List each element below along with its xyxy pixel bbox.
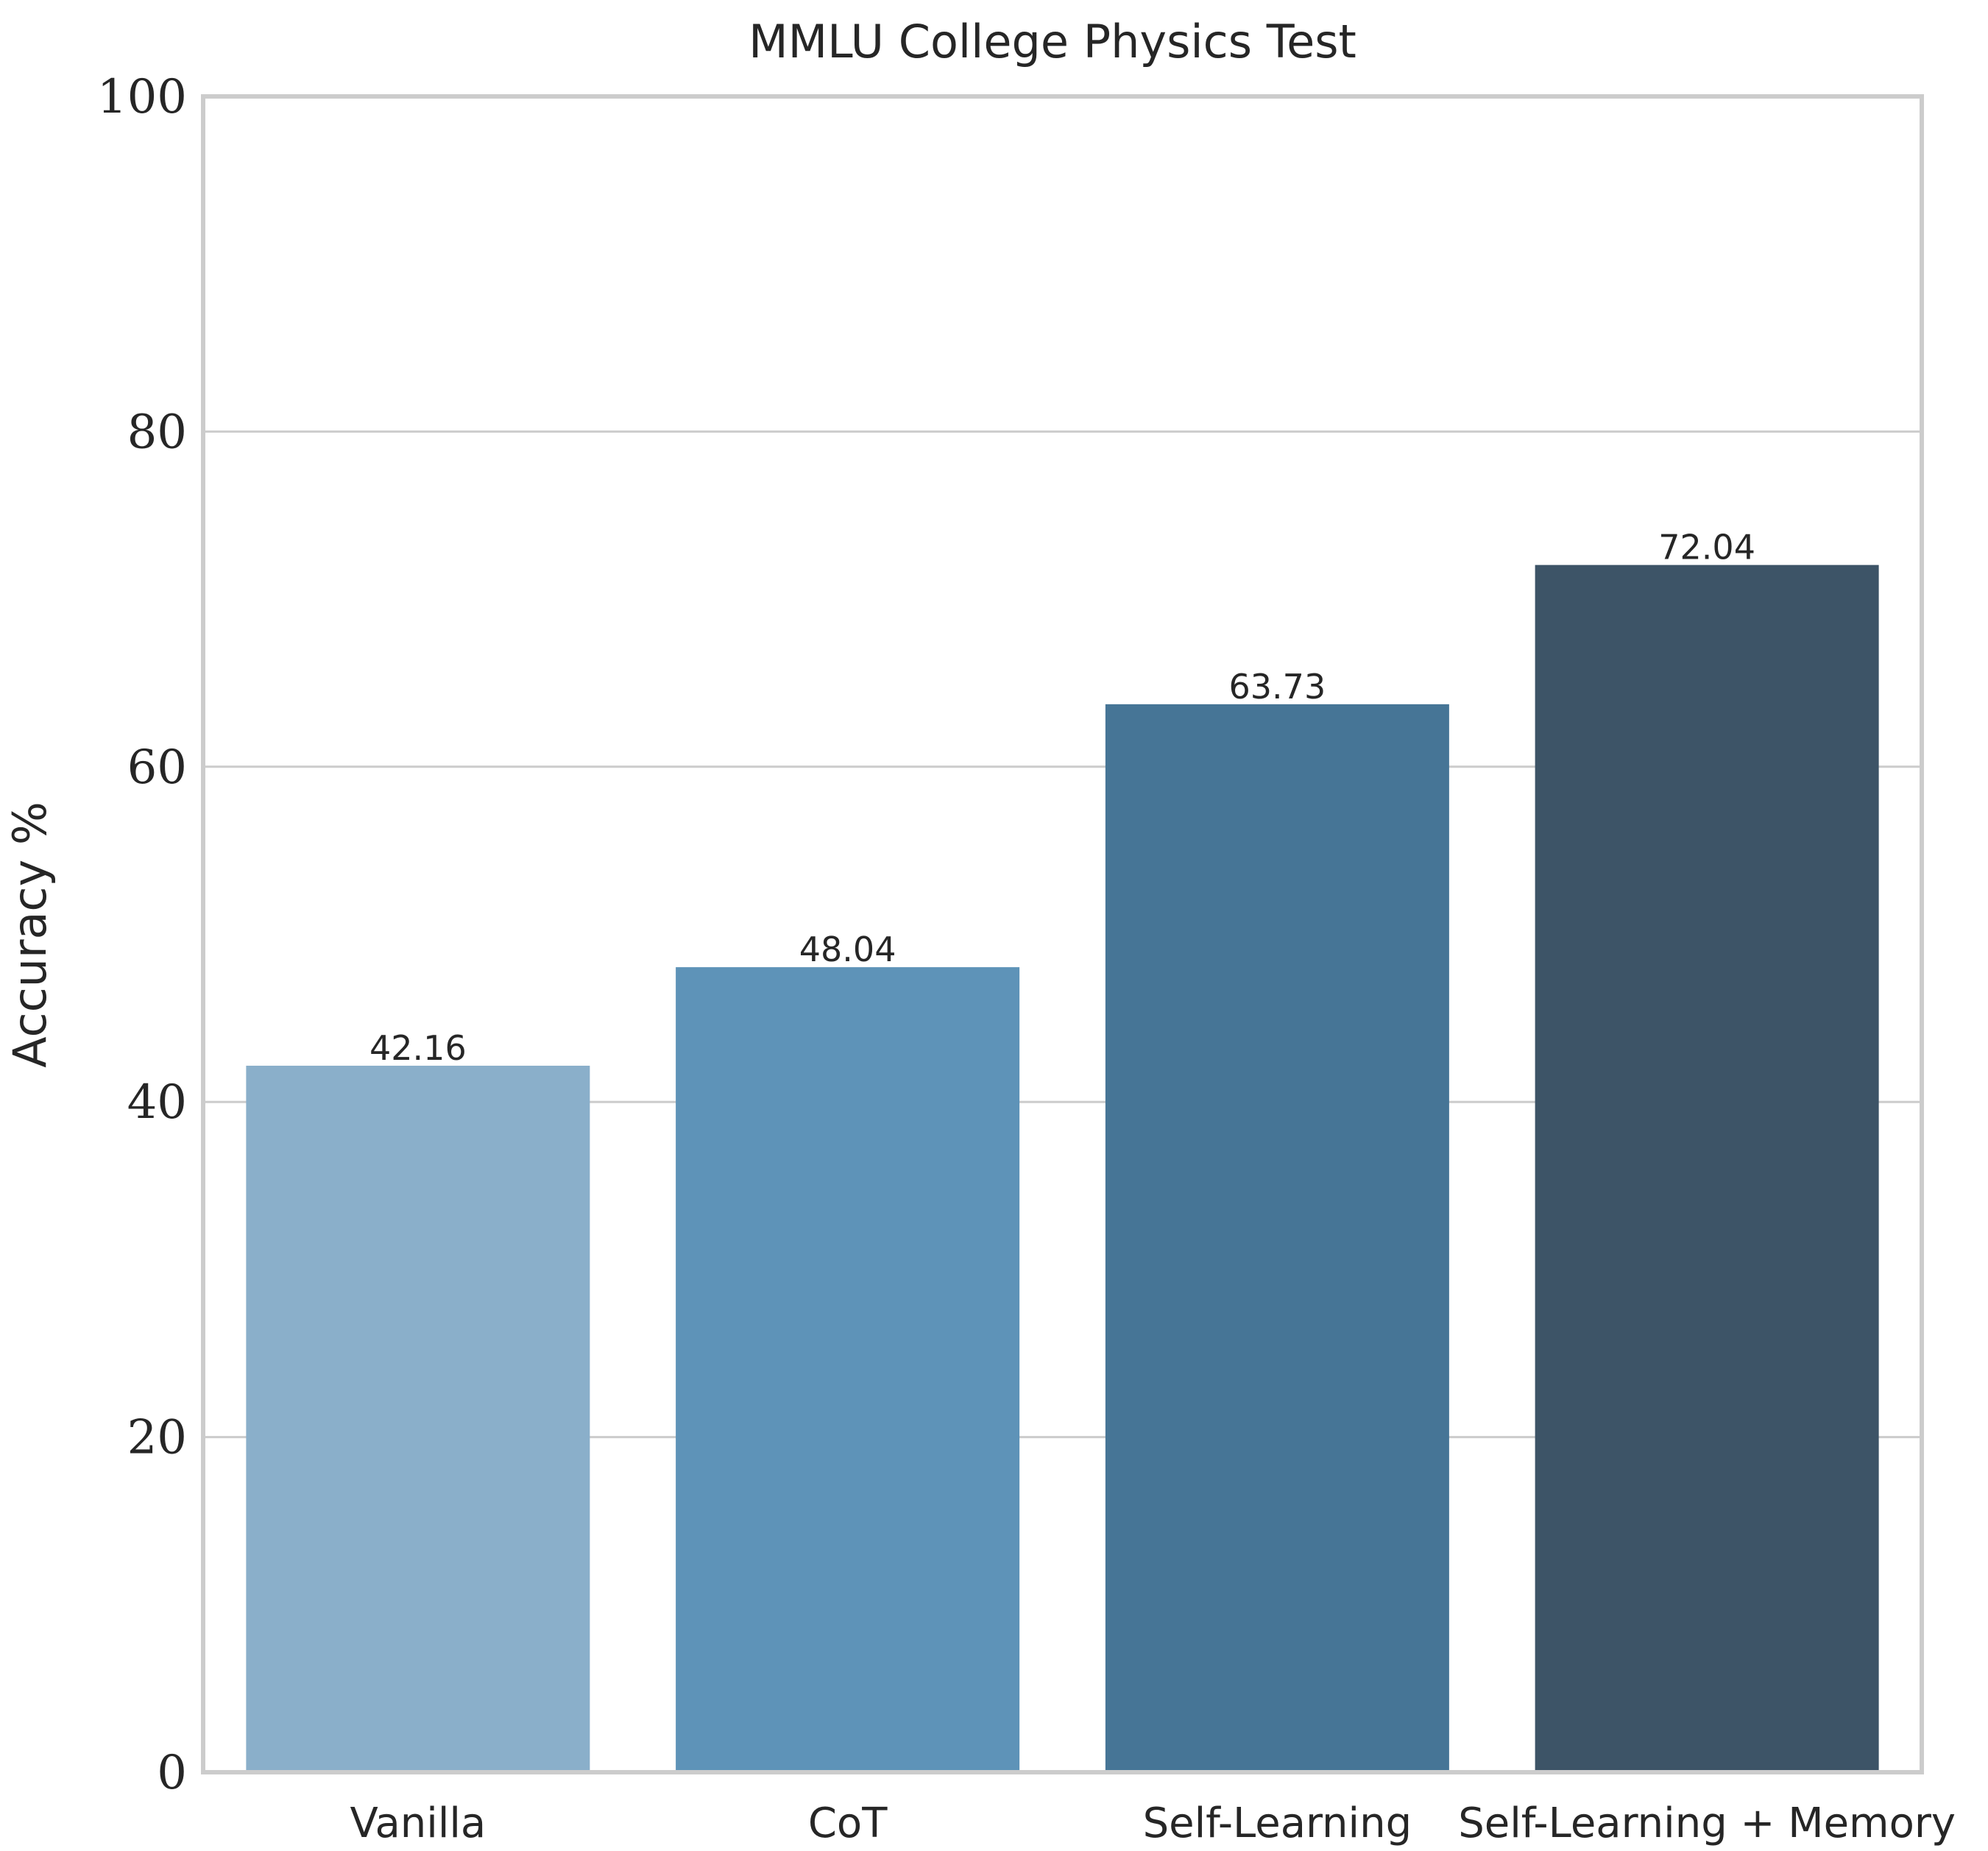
- bar-value-labels: 42.16 48.04 63.73 72.04: [369, 528, 1755, 1068]
- x-tick-label: Self-Learning + Memory: [1458, 1799, 1956, 1847]
- y-tick-label: 80: [127, 405, 187, 459]
- y-tick-label: 40: [127, 1075, 187, 1130]
- plot-frame: [201, 94, 1924, 1774]
- chart-title: MMLU College Physics Test: [749, 15, 1356, 68]
- y-axis-label: Accuracy %: [3, 801, 57, 1068]
- y-tick-label: 20: [127, 1411, 187, 1465]
- bars: [246, 564, 1879, 1772]
- bar: [1535, 564, 1879, 1772]
- bar: [246, 1066, 590, 1772]
- bar: [676, 967, 1020, 1772]
- bar-value-label: 63.73: [1229, 667, 1326, 707]
- y-tick-label: 60: [127, 740, 187, 795]
- bar-value-label: 48.04: [799, 930, 896, 969]
- bar-value-label: 72.04: [1658, 528, 1755, 567]
- bar-value-label: 42.16: [369, 1028, 467, 1068]
- y-tick-label: 100: [97, 70, 187, 124]
- x-tick-label: Self-Learning: [1143, 1799, 1412, 1847]
- x-tick-labels: Vanilla CoT Self-Learning Self-Learning + M…: [350, 1799, 1956, 1847]
- y-tick-label: 0: [157, 1746, 187, 1800]
- x-tick-label: Vanilla: [350, 1799, 486, 1847]
- bar: [1105, 704, 1449, 1772]
- y-tick-labels: 0 20 40 60 80 100: [97, 70, 187, 1800]
- x-tick-label: CoT: [808, 1799, 888, 1847]
